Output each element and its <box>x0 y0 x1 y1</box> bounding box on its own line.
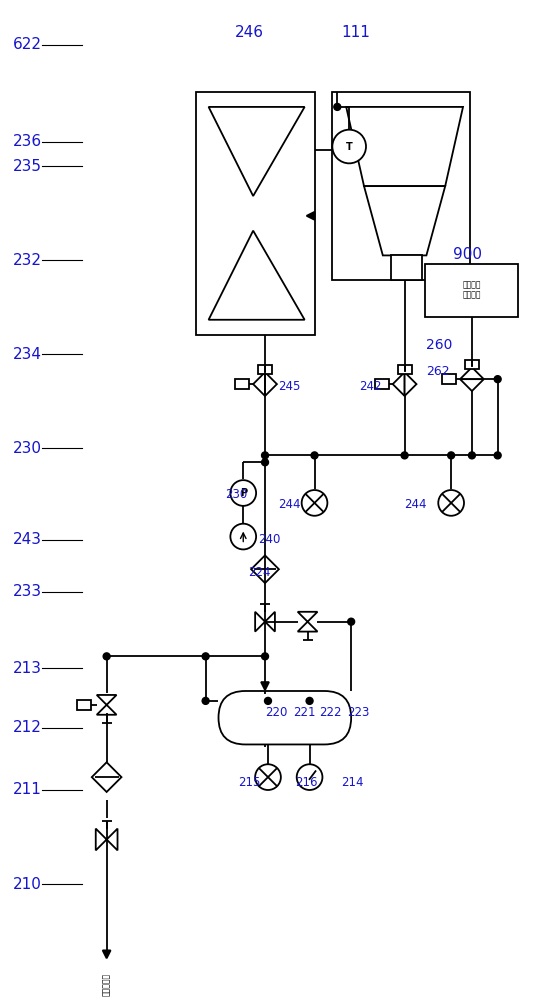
Bar <box>375 379 389 389</box>
Text: 222: 222 <box>319 706 342 719</box>
Polygon shape <box>364 186 445 255</box>
Polygon shape <box>209 107 304 196</box>
Polygon shape <box>261 682 269 690</box>
Polygon shape <box>255 612 265 632</box>
Text: 240: 240 <box>258 533 280 546</box>
Text: 211: 211 <box>13 782 41 797</box>
Circle shape <box>255 764 281 790</box>
Polygon shape <box>97 695 117 705</box>
Text: 242: 242 <box>359 380 381 393</box>
Text: 236: 236 <box>13 134 42 149</box>
Text: P: P <box>240 488 247 498</box>
FancyBboxPatch shape <box>218 691 351 744</box>
Polygon shape <box>346 107 463 186</box>
Text: 223: 223 <box>347 706 370 719</box>
Text: 245: 245 <box>278 380 300 393</box>
Polygon shape <box>106 829 118 850</box>
Circle shape <box>231 480 256 506</box>
Text: 215: 215 <box>238 776 261 789</box>
Text: 233: 233 <box>13 584 42 599</box>
Text: 232: 232 <box>13 253 42 268</box>
Text: 数气模拟
控制装置: 数气模拟 控制装置 <box>463 280 481 300</box>
Text: 212: 212 <box>13 720 41 735</box>
Polygon shape <box>265 612 275 632</box>
Text: 220: 220 <box>265 706 287 719</box>
Text: 213: 213 <box>13 661 42 676</box>
Text: 243: 243 <box>13 532 42 547</box>
Text: 210: 210 <box>13 877 41 892</box>
Text: 244: 244 <box>404 498 427 511</box>
Circle shape <box>334 103 341 110</box>
Circle shape <box>103 653 110 660</box>
Text: 216: 216 <box>295 776 317 789</box>
Bar <box>425 264 518 317</box>
Text: 230: 230 <box>225 488 248 501</box>
Circle shape <box>202 653 209 660</box>
Circle shape <box>306 697 313 704</box>
Text: 224: 224 <box>248 566 271 579</box>
Text: 214: 214 <box>341 776 364 789</box>
Circle shape <box>469 452 476 459</box>
Circle shape <box>262 452 269 459</box>
Polygon shape <box>393 372 404 396</box>
Text: 244: 244 <box>278 498 300 511</box>
Text: T: T <box>346 142 353 152</box>
Bar <box>77 700 91 710</box>
Circle shape <box>332 130 366 163</box>
Circle shape <box>348 618 355 625</box>
Bar <box>235 379 249 389</box>
Text: 234: 234 <box>13 347 42 362</box>
Text: 111: 111 <box>341 25 370 40</box>
Circle shape <box>494 452 501 459</box>
Circle shape <box>262 653 269 660</box>
Text: 900: 900 <box>453 247 482 262</box>
Text: 260: 260 <box>426 338 453 352</box>
Bar <box>196 92 315 335</box>
Polygon shape <box>92 762 121 792</box>
Bar <box>398 365 411 374</box>
Polygon shape <box>96 829 106 850</box>
Polygon shape <box>251 555 279 583</box>
Circle shape <box>494 376 501 383</box>
Circle shape <box>297 764 323 790</box>
Circle shape <box>231 524 256 549</box>
Polygon shape <box>103 950 111 958</box>
Circle shape <box>262 459 269 466</box>
Circle shape <box>264 697 271 704</box>
Polygon shape <box>209 231 304 320</box>
Polygon shape <box>253 372 265 396</box>
Circle shape <box>401 452 408 459</box>
Text: 前来水入口: 前来水入口 <box>102 973 111 996</box>
Polygon shape <box>97 705 117 715</box>
Polygon shape <box>297 612 317 622</box>
Text: 246: 246 <box>235 25 264 40</box>
Polygon shape <box>297 622 317 632</box>
Bar <box>442 374 456 384</box>
Bar <box>332 92 470 280</box>
Circle shape <box>311 452 318 459</box>
Bar <box>258 365 272 374</box>
Circle shape <box>202 697 209 704</box>
Polygon shape <box>404 372 416 396</box>
Polygon shape <box>460 379 484 391</box>
Circle shape <box>438 490 464 516</box>
Bar <box>391 255 423 280</box>
Polygon shape <box>460 367 484 379</box>
Polygon shape <box>265 372 277 396</box>
Text: 622: 622 <box>13 37 42 52</box>
Text: 235: 235 <box>13 159 42 174</box>
Text: 230: 230 <box>13 441 42 456</box>
Polygon shape <box>307 212 315 220</box>
Circle shape <box>448 452 455 459</box>
Text: 221: 221 <box>293 706 315 719</box>
Bar <box>465 360 479 369</box>
Circle shape <box>302 490 327 516</box>
Text: 262: 262 <box>426 365 450 378</box>
